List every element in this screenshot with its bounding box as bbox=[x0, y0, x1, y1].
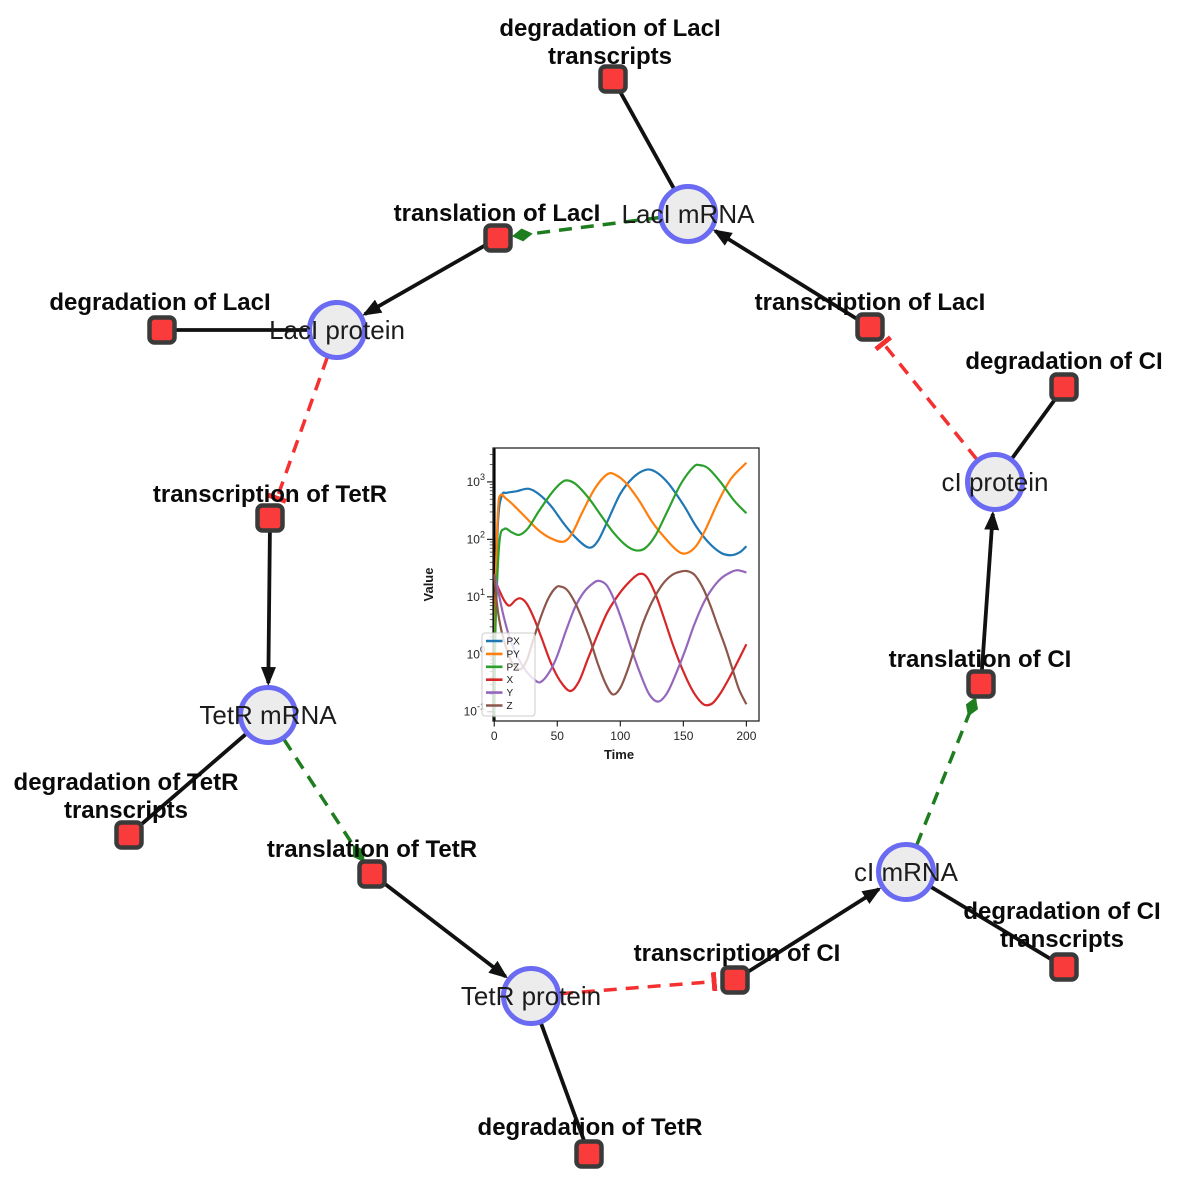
reaction-label-degradation-of-ci-transcripts: degradation of CI transcripts bbox=[963, 898, 1160, 953]
reaction-label-translation-of-ci: translation of CI bbox=[889, 646, 1072, 673]
reaction-node-transcription-of-tetr bbox=[255, 503, 285, 533]
chart-legend-label-PX: PX bbox=[507, 637, 521, 648]
species-node-ci-mrna bbox=[876, 842, 936, 902]
edges-layer bbox=[137, 89, 1058, 1142]
edge-production-transcription-of-laci-to-laci-mrna bbox=[712, 229, 860, 322]
reaction-label-translation-of-tetr: translation of TetR bbox=[267, 836, 477, 863]
edge-consumption-tetr-mrna-to-degradation-of-tetr-transcripts bbox=[137, 732, 248, 828]
reaction-label-degradation-of-tetr-transcripts: degradation of TetR transcripts bbox=[14, 769, 239, 824]
inset-timecourse-chart: 05010015020010-1100101102103TimeValuePXP… bbox=[421, 447, 760, 762]
species-node-ci-protein bbox=[965, 452, 1025, 512]
reaction-label-transcription-of-laci: transcription of LacI bbox=[755, 289, 986, 316]
edge-consumption-ci-mrna-to-degradation-of-ci-transcripts bbox=[929, 885, 1054, 962]
reaction-label-degradation-of-tetr: degradation of TetR bbox=[478, 1114, 703, 1141]
chart-x-tick-label: 50 bbox=[551, 729, 565, 743]
reaction-node-degradation-of-ci-transcripts bbox=[1049, 952, 1079, 982]
reaction-node-degradation-of-laci-transcripts bbox=[598, 64, 628, 94]
chart-y-tick-label: 10-1 bbox=[464, 702, 485, 719]
edge-production-transcription-of-ci-to-ci-mrna bbox=[745, 887, 882, 975]
edge-modifier-ci-mrna-to-translation-of-ci bbox=[915, 697, 978, 846]
edge-modifier-laci-mrna-to-translation-of-laci bbox=[511, 215, 660, 242]
edge-consumption-tetr-protein-to-degradation-of-tetr bbox=[539, 1022, 587, 1142]
reaction-node-translation-of-tetr bbox=[357, 859, 387, 889]
reaction-node-degradation-of-tetr-transcripts bbox=[114, 820, 144, 850]
chart-legend-label-PZ: PZ bbox=[507, 662, 520, 673]
reaction-node-translation-of-laci bbox=[483, 223, 513, 253]
species-node-laci-protein bbox=[307, 300, 367, 360]
chart-y-tick-label: 103 bbox=[467, 472, 485, 489]
species-node-laci-mrna bbox=[658, 184, 718, 244]
chart-series-PZ bbox=[493, 463, 748, 718]
chart-x-tick-label: 100 bbox=[610, 729, 630, 743]
edge-production-translation-of-ci-to-ci-protein bbox=[980, 510, 1000, 671]
reaction-label-transcription-of-ci: transcription of CI bbox=[634, 940, 841, 967]
edge-inhibition-tetr-protein-to-transcription-of-ci bbox=[559, 971, 718, 996]
reaction-node-transcription-of-ci bbox=[720, 965, 750, 995]
species-label-ci-mrna: cI mRNA bbox=[854, 857, 959, 887]
chart-legend-label-PY: PY bbox=[507, 649, 521, 660]
reaction-node-degradation-of-laci bbox=[147, 315, 177, 345]
reaction-label-degradation-of-laci-transcripts: degradation of LacI transcripts bbox=[499, 15, 720, 70]
edge-inhibition-ci-protein-to-transcription-of-laci bbox=[874, 335, 979, 461]
edge-production-translation-of-tetr-to-tetr-protein bbox=[381, 880, 508, 979]
chart-legend-label-Y: Y bbox=[507, 688, 514, 699]
species-label-tetr-protein: TetR protein bbox=[461, 981, 601, 1011]
reaction-label-degradation-of-ci: degradation of CI bbox=[965, 348, 1162, 375]
edge-consumption-laci-mrna-to-degradation-of-laci-transcripts bbox=[617, 89, 676, 190]
species-label-ci-protein: cI protein bbox=[942, 467, 1049, 497]
edge-production-transcription-of-tetr-to-tetr-mrna bbox=[260, 531, 276, 686]
nodes-layer bbox=[114, 64, 1079, 1169]
chart-series-PX bbox=[493, 468, 748, 718]
reaction-node-transcription-of-laci bbox=[855, 312, 885, 342]
reaction-node-degradation-of-ci bbox=[1049, 372, 1079, 402]
chart-y-tick-label: 101 bbox=[467, 587, 485, 604]
edge-inhibition-laci-protein-to-transcription-of-tetr bbox=[267, 356, 329, 504]
reaction-node-degradation-of-tetr bbox=[574, 1139, 604, 1169]
species-label-laci-mrna: LacI mRNA bbox=[622, 199, 756, 229]
chart-x-tick-label: 0 bbox=[491, 729, 498, 743]
chart-x-tick-label: 150 bbox=[673, 729, 693, 743]
species-label-laci-protein: LacI protein bbox=[269, 315, 405, 345]
chart-x-axis-label: Time bbox=[604, 747, 634, 762]
edge-consumption-ci-protein-to-degradation-of-ci bbox=[1010, 396, 1058, 460]
species-node-tetr-mrna bbox=[238, 685, 298, 745]
chart-axes-box bbox=[492, 447, 760, 722]
reaction-label-degradation-of-laci: degradation of LacI bbox=[49, 289, 270, 316]
chart-y-axis-label: Value bbox=[421, 568, 436, 602]
labels-layer: LacI mRNA LacI protein TetR mRNA TetR prote… bbox=[14, 15, 1163, 1141]
species-node-tetr-protein bbox=[501, 966, 561, 1026]
chart-series-X bbox=[493, 572, 748, 707]
species-label-tetr-mrna: TetR mRNA bbox=[199, 700, 337, 730]
chart-legend-label-Z: Z bbox=[507, 701, 513, 712]
edge-production-translation-of-laci-to-laci-protein bbox=[362, 243, 488, 316]
reaction-node-translation-of-ci bbox=[966, 669, 996, 699]
reaction-label-translation-of-laci: translation of LacI bbox=[394, 200, 601, 227]
chart-y-tick-label: 102 bbox=[467, 529, 485, 546]
chart-legend-label-X: X bbox=[507, 675, 514, 686]
chart-series-PY bbox=[493, 462, 748, 718]
edge-modifier-tetr-mrna-to-translation-of-tetr bbox=[282, 738, 365, 863]
chart-x-tick-label: 200 bbox=[736, 729, 756, 743]
reaction-label-transcription-of-tetr: transcription of TetR bbox=[153, 481, 387, 508]
